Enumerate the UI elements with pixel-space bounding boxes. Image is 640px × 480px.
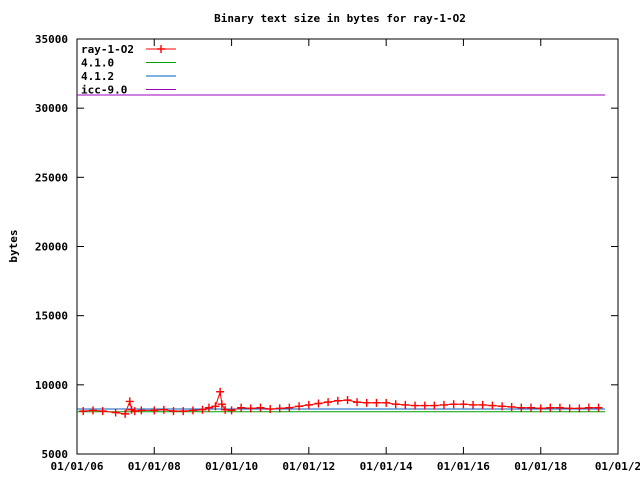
data-point	[459, 400, 468, 409]
y-tick-label: 20000	[35, 241, 68, 254]
legend-marker	[157, 45, 165, 53]
data-point	[478, 400, 487, 409]
data-point	[188, 406, 197, 415]
data-point	[295, 402, 304, 411]
data-point	[204, 403, 213, 412]
chart-title: Binary text size in bytes for ray-1-O2	[214, 12, 466, 25]
data-point	[449, 400, 458, 409]
data-point	[594, 403, 603, 412]
data-point	[169, 407, 178, 416]
data-point	[217, 400, 226, 409]
data-point	[391, 400, 400, 409]
data-point	[575, 404, 584, 413]
x-tick-label: 01/01/10	[205, 460, 258, 473]
y-tick-label: 35000	[35, 33, 68, 46]
data-point	[546, 403, 555, 412]
data-point	[362, 398, 371, 407]
data-point	[411, 401, 420, 410]
data-point	[343, 396, 352, 405]
data-point	[498, 402, 507, 411]
y-axis-label: bytes	[7, 229, 20, 262]
plot-frame	[76, 38, 619, 455]
data-point	[353, 398, 362, 407]
data-point	[507, 402, 516, 411]
data-point	[527, 403, 536, 412]
data-point	[555, 403, 564, 412]
legend-label: ray-1-O2	[81, 43, 134, 56]
data-point	[137, 406, 146, 415]
x-tick-label: 01/01/06	[51, 460, 104, 473]
data-point	[584, 403, 593, 412]
data-point	[246, 404, 255, 413]
legend-label: 4.1.0	[81, 57, 114, 70]
data-point	[488, 401, 497, 410]
data-point	[111, 408, 120, 417]
data-point	[79, 407, 88, 416]
legend-label: 4.1.2	[81, 70, 114, 83]
data-point	[237, 403, 246, 412]
axis-ticks: 5000 10000 15000 20000 25000 30000 35000 01/01/…	[35, 33, 640, 473]
y-tick-label: 10000	[35, 379, 68, 392]
data-point	[333, 396, 342, 405]
series-layer	[77, 94, 606, 418]
x-tick-label: 01/01/2	[595, 460, 640, 473]
data-point	[536, 404, 545, 413]
data-point	[324, 398, 333, 407]
data-point	[372, 398, 381, 407]
y-tick-label: 5000	[42, 448, 69, 461]
data-point	[179, 407, 188, 416]
data-point	[382, 398, 391, 407]
data-point	[216, 387, 225, 396]
data-point	[430, 401, 439, 410]
data-point	[565, 404, 574, 413]
data-point	[198, 405, 207, 414]
y-tick-label: 30000	[35, 102, 68, 115]
data-point	[150, 406, 159, 415]
data-point	[125, 397, 134, 406]
data-point	[159, 405, 168, 414]
data-point	[121, 409, 130, 418]
data-point	[98, 407, 107, 416]
x-tick-label: 01/01/12	[282, 460, 335, 473]
y-tick-label: 25000	[35, 171, 68, 184]
data-point	[285, 403, 294, 412]
data-point	[227, 406, 236, 415]
y-tick-label: 15000	[35, 310, 68, 323]
data-point	[469, 400, 478, 409]
legend-label: icc-9.0	[81, 84, 127, 97]
data-point	[304, 400, 313, 409]
data-point	[275, 404, 284, 413]
x-tick-label: 01/01/08	[128, 460, 181, 473]
x-tick-label: 01/01/14	[360, 460, 413, 473]
data-point	[314, 399, 323, 408]
data-point	[88, 406, 97, 415]
data-point	[266, 405, 275, 414]
data-point	[211, 402, 220, 411]
x-tick-label: 01/01/16	[437, 460, 490, 473]
x-tick-label: 01/01/18	[514, 460, 567, 473]
data-point	[420, 401, 429, 410]
data-point	[256, 403, 265, 412]
data-point	[439, 400, 448, 409]
data-point	[401, 400, 410, 409]
data-point	[517, 403, 526, 412]
